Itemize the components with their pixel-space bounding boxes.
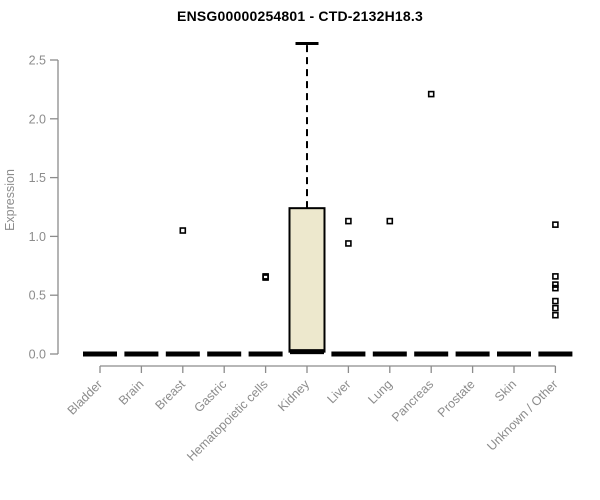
x-tick-label: Bladder (65, 377, 105, 417)
outlier-point (386, 217, 394, 225)
plot-generated-shapes: 0.0 0.5 1.0 1.5 2.0 2.5 Bladder Brain Breast Gast… (29, 42, 573, 464)
y-tick-label: 2.5 (29, 54, 46, 68)
median-bar (538, 351, 573, 357)
outlier-point (552, 284, 559, 292)
outlier-point (345, 217, 352, 225)
median-bar (83, 351, 117, 357)
median-bar (497, 351, 531, 357)
median-bar (165, 351, 200, 357)
chart-title: ENSG00000254801 - CTD-2132H18.3 (177, 8, 423, 24)
outlier-point (179, 227, 187, 234)
y-tick-label: 1.0 (29, 230, 46, 244)
x-tick-label: Liver (324, 377, 353, 406)
x-tick-label: Gastric (191, 377, 229, 415)
y-axis-title: Expression (3, 169, 17, 231)
median-bar (372, 351, 407, 357)
x-tick-label: Unknown / Other (484, 377, 560, 453)
y-tick-label: 1.5 (29, 171, 46, 185)
outlier-point (552, 311, 559, 319)
outlier-point (552, 221, 559, 228)
x-tick-label: Breast (152, 377, 188, 413)
median-bar (290, 349, 324, 355)
median-bar (124, 351, 159, 357)
x-tick-label: Kidney (275, 377, 312, 414)
y-tick-label: 0.0 (29, 348, 46, 362)
median-bar (207, 351, 242, 357)
outlier-point (552, 273, 559, 280)
median-bar (455, 351, 490, 357)
x-tick-label: Pancreas (389, 377, 436, 424)
outlier-point (552, 297, 559, 305)
median-bar (248, 351, 283, 357)
x-tick-label: Skin (492, 377, 519, 404)
outlier-point (552, 281, 559, 288)
outlier-point (345, 240, 352, 247)
y-tick-label: 2.0 (29, 112, 46, 126)
outlier-point (427, 90, 435, 98)
median-bar (414, 351, 449, 357)
y-tick-label: 0.5 (29, 289, 46, 303)
outlier-point (262, 274, 269, 281)
x-tick-label: Brain (116, 377, 147, 408)
box-kidney (288, 207, 326, 353)
x-tick-label: Lung (365, 377, 395, 407)
outlier-point (552, 304, 559, 312)
x-tick-label: Hematopoietic cells (184, 377, 271, 464)
x-tick-label: Prostate (435, 377, 478, 420)
median-bar (331, 351, 366, 357)
